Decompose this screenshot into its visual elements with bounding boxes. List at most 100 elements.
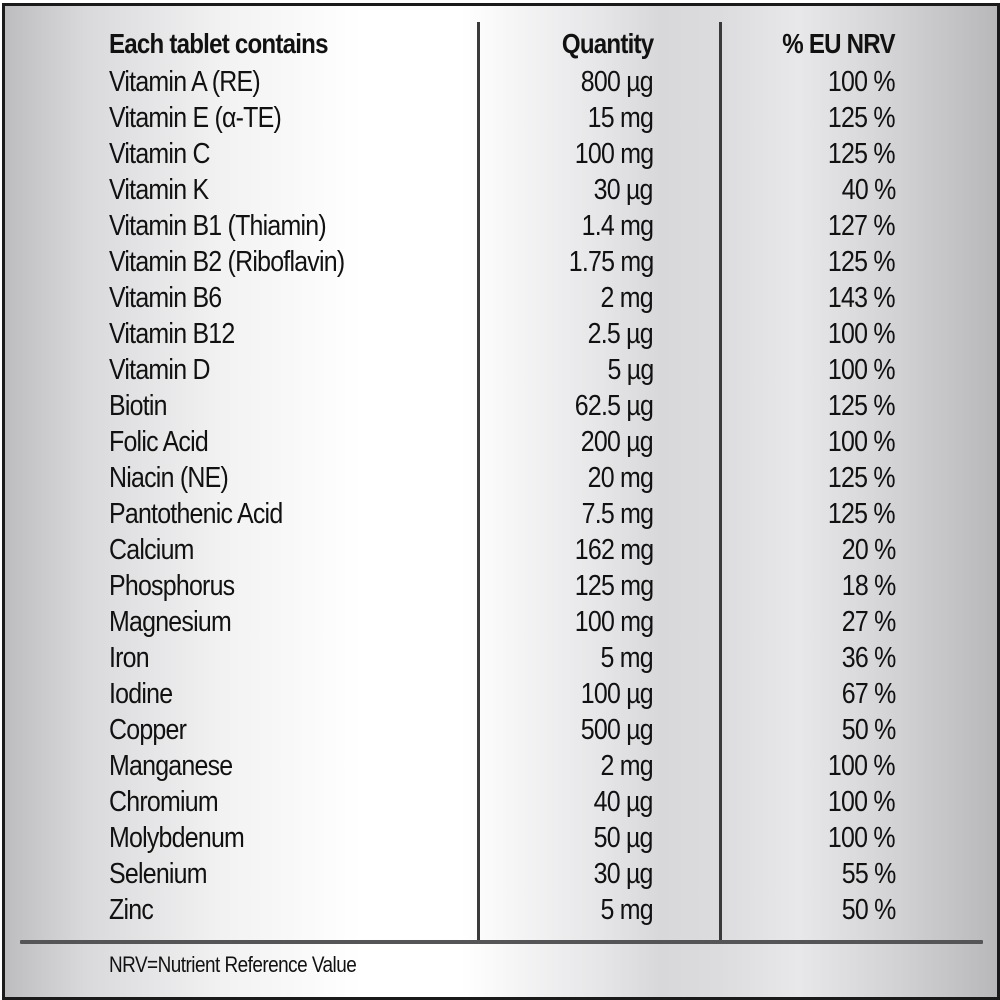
nutrient-nrv: 100 % <box>828 786 896 818</box>
nutrient-name: Molybdenum <box>109 822 245 854</box>
table-row: Niacin (NE) 20 mg 125 % <box>5 460 997 496</box>
nutrient-nrv: 27 % <box>841 606 896 638</box>
table-row: Manganese 2 mg 100 % <box>5 748 997 784</box>
nutrient-quantity: 500 µg <box>580 714 654 746</box>
nutrient-name: Niacin (NE) <box>109 462 229 494</box>
table-row: Vitamin B2 (Riboflavin) 1.75 mg 125 % <box>5 244 997 280</box>
table-row: Chromium 40 µg 100 % <box>5 784 997 820</box>
nutrient-quantity: 100 µg <box>580 678 654 710</box>
nutrient-nrv: 127 % <box>828 210 896 242</box>
nutrient-quantity: 5 mg <box>600 642 654 674</box>
nutrient-quantity: 20 mg <box>587 462 654 494</box>
table-row: Biotin 62.5 µg 125 % <box>5 388 997 424</box>
nutrient-nrv: 100 % <box>828 354 896 386</box>
table-row: Iodine 100 µg 67 % <box>5 676 997 712</box>
nutrient-quantity: 1.75 mg <box>568 246 653 278</box>
header-nutrient: Each tablet contains <box>109 28 328 59</box>
nutrient-nrv: 100 % <box>828 66 896 98</box>
table-body: Vitamin A (RE) 800 µg 100 % Vitamin E (α-TE… <box>5 64 997 928</box>
table-row: Vitamin B6 2 mg 143 % <box>5 280 997 316</box>
nutrient-name: Folic Acid <box>109 426 209 458</box>
table-row: Zinc 5 mg 50 % <box>5 892 997 928</box>
nutrient-quantity: 2 mg <box>600 282 654 314</box>
nutrient-name: Calcium <box>109 534 194 566</box>
nutrient-nrv: 18 % <box>841 570 896 602</box>
nutrient-quantity: 62.5 µg <box>574 390 654 422</box>
nutrient-nrv: 100 % <box>828 426 896 458</box>
header-nrv: % EU NRV <box>782 28 896 59</box>
nutrient-name: Vitamin B2 (Riboflavin) <box>109 246 345 278</box>
nutrient-quantity: 5 mg <box>600 894 654 926</box>
nutrient-name: Vitamin B6 <box>109 282 222 314</box>
nutrition-table: Each tablet contains Quantity % EU NRV V… <box>5 24 997 928</box>
nutrient-name: Phosphorus <box>109 570 235 602</box>
table-row: Vitamin B1 (Thiamin) 1.4 mg 127 % <box>5 208 997 244</box>
nutrient-nrv: 125 % <box>828 102 896 134</box>
nutrient-name: Pantothenic Acid <box>109 498 283 530</box>
table-row: Vitamin A (RE) 800 µg 100 % <box>5 64 997 100</box>
nutrient-name: Vitamin E (α-TE) <box>109 102 282 134</box>
table-row: Vitamin E (α-TE) 15 mg 125 % <box>5 100 997 136</box>
nutrient-nrv: 20 % <box>841 534 896 566</box>
nutrient-quantity: 40 µg <box>593 786 654 818</box>
table-row: Iron 5 mg 36 % <box>5 640 997 676</box>
table-row: Calcium 162 mg 20 % <box>5 532 997 568</box>
nutrient-quantity: 1.4 mg <box>581 210 653 242</box>
nutrient-name: Vitamin C <box>109 138 210 170</box>
nutrient-nrv: 125 % <box>828 246 896 278</box>
nutrient-name: Vitamin B1 (Thiamin) <box>109 210 327 242</box>
footnote: NRV=Nutrient Reference Value <box>109 952 357 977</box>
nutrient-name: Vitamin D <box>109 354 210 386</box>
nutrient-quantity: 100 mg <box>574 138 653 170</box>
table-row: Copper 500 µg 50 % <box>5 712 997 748</box>
table-row: Magnesium 100 mg 27 % <box>5 604 997 640</box>
nutrient-name: Vitamin K <box>109 174 209 206</box>
nutrient-quantity: 2.5 µg <box>587 318 654 350</box>
nutrient-name: Copper <box>109 714 187 746</box>
nutrient-nrv: 125 % <box>828 462 896 494</box>
nutrient-nrv: 125 % <box>828 390 896 422</box>
nutrient-name: Zinc <box>109 894 154 926</box>
nutrient-quantity: 7.5 mg <box>581 498 653 530</box>
nutrient-name: Iodine <box>109 678 173 710</box>
nutrient-quantity: 50 µg <box>593 822 654 854</box>
nutrition-panel: Each tablet contains Quantity % EU NRV V… <box>2 3 1000 1000</box>
table-row: Selenium 30 µg 55 % <box>5 856 997 892</box>
nutrient-name: Selenium <box>109 858 208 890</box>
nutrient-quantity: 2 mg <box>600 750 654 782</box>
nutrient-nrv: 125 % <box>828 138 896 170</box>
nutrient-quantity: 100 mg <box>574 606 653 638</box>
table-row: Phosphorus 125 mg 18 % <box>5 568 997 604</box>
table-row: Vitamin B12 2.5 µg 100 % <box>5 316 997 352</box>
nutrient-nrv: 100 % <box>828 750 896 782</box>
nutrient-nrv: 50 % <box>841 894 896 926</box>
nutrient-quantity: 5 µg <box>607 354 654 386</box>
table-row: Vitamin D 5 µg 100 % <box>5 352 997 388</box>
nutrient-nrv: 67 % <box>841 678 896 710</box>
nutrient-nrv: 100 % <box>828 822 896 854</box>
table-row: Vitamin C 100 mg 125 % <box>5 136 997 172</box>
nutrient-nrv: 40 % <box>841 174 896 206</box>
nutrient-name: Vitamin A (RE) <box>109 66 261 98</box>
column-divider-quantity <box>477 22 480 944</box>
nutrient-name: Biotin <box>109 390 168 422</box>
table-row: Vitamin K 30 µg 40 % <box>5 172 997 208</box>
nutrient-quantity: 15 mg <box>587 102 654 134</box>
column-divider-nrv <box>719 22 722 944</box>
nutrient-quantity: 162 mg <box>574 534 653 566</box>
table-row: Pantothenic Acid 7.5 mg 125 % <box>5 496 997 532</box>
nutrient-nrv: 125 % <box>828 498 896 530</box>
nutrient-name: Iron <box>109 642 150 674</box>
table-header-row: Each tablet contains Quantity % EU NRV <box>5 24 997 64</box>
nutrient-quantity: 30 µg <box>593 174 654 206</box>
nutrient-nrv: 143 % <box>828 282 896 314</box>
nutrient-quantity: 800 µg <box>580 66 654 98</box>
nutrient-name: Vitamin B12 <box>109 318 235 350</box>
header-quantity: Quantity <box>561 28 654 59</box>
footer-divider <box>20 940 983 944</box>
table-row: Molybdenum 50 µg 100 % <box>5 820 997 856</box>
nutrient-quantity: 30 µg <box>593 858 654 890</box>
nutrient-nrv: 55 % <box>841 858 896 890</box>
nutrient-quantity: 200 µg <box>580 426 654 458</box>
nutrient-nrv: 36 % <box>841 642 896 674</box>
